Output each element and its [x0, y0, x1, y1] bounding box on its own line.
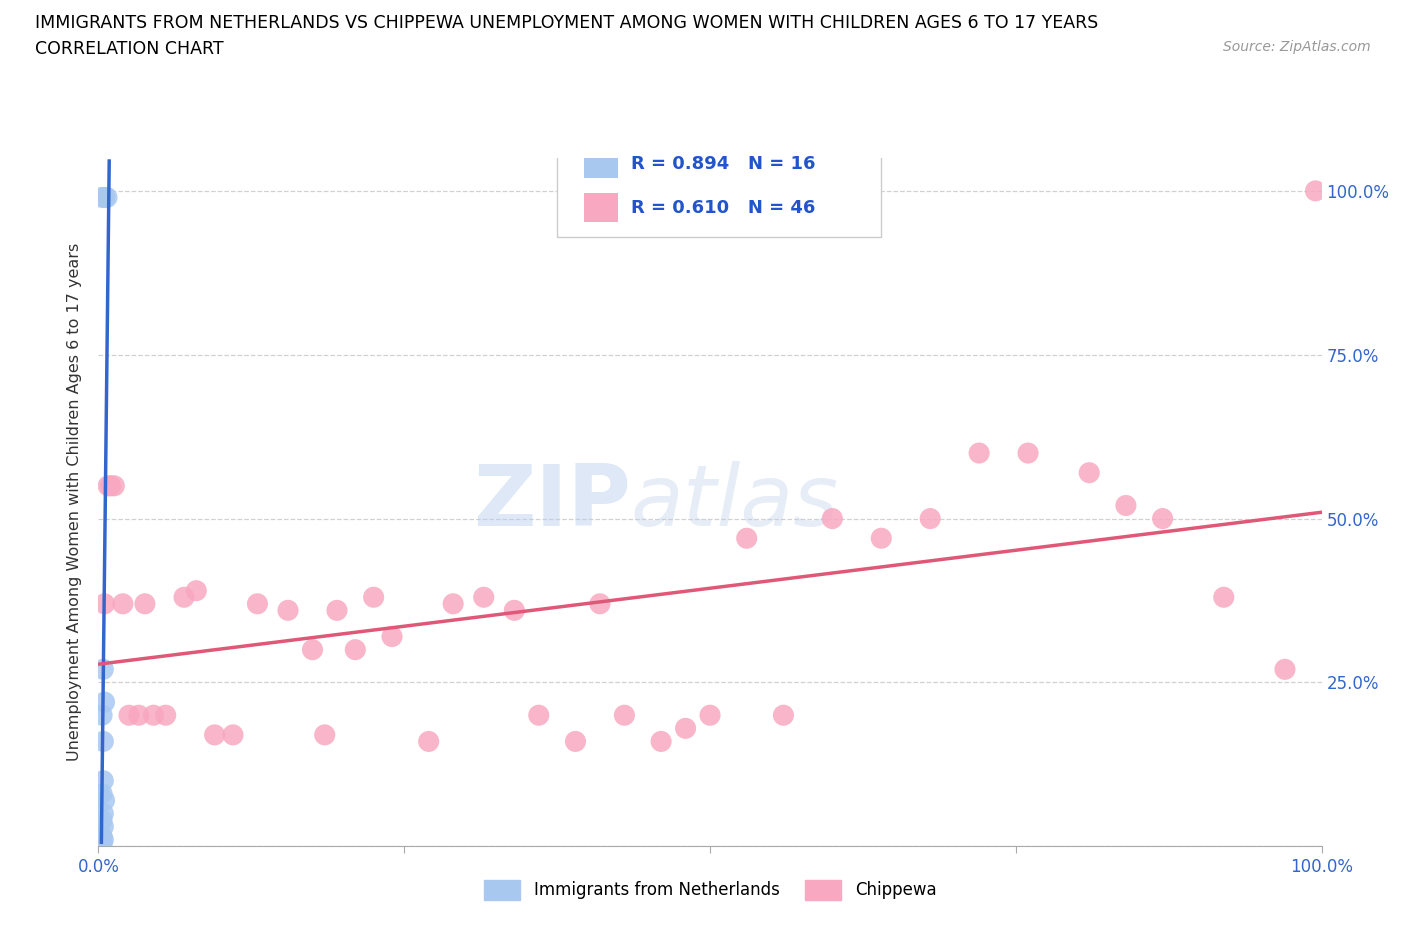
Point	[91, 774, 114, 789]
Point	[246, 596, 269, 611]
Point	[363, 590, 385, 604]
Point	[314, 727, 336, 742]
Point	[277, 603, 299, 618]
Point	[222, 727, 245, 742]
Point	[527, 708, 550, 723]
Point	[870, 531, 893, 546]
Point	[103, 478, 125, 493]
Point	[91, 829, 114, 844]
Point	[173, 590, 195, 604]
Point	[772, 708, 794, 723]
Point	[142, 708, 165, 723]
Point	[967, 445, 990, 460]
Point	[93, 596, 115, 611]
Point	[128, 708, 150, 723]
Point	[100, 478, 122, 493]
Point	[1078, 465, 1101, 480]
Text: Source: ZipAtlas.com: Source: ZipAtlas.com	[1223, 40, 1371, 54]
Point	[344, 643, 367, 658]
Bar	[583, 149, 619, 178]
Point	[418, 734, 440, 749]
Point	[650, 734, 672, 749]
Point	[472, 590, 495, 604]
Point	[441, 596, 464, 611]
Point	[1305, 183, 1327, 198]
Point	[613, 708, 636, 723]
Text: R = 0.894   N = 16: R = 0.894 N = 16	[630, 154, 815, 173]
Point	[1274, 662, 1296, 677]
Point	[96, 190, 118, 205]
Point	[91, 662, 114, 677]
Point	[1115, 498, 1137, 513]
Point	[97, 478, 120, 493]
Text: IMMIGRANTS FROM NETHERLANDS VS CHIPPEWA UNEMPLOYMENT AMONG WOMEN WITH CHILDREN A: IMMIGRANTS FROM NETHERLANDS VS CHIPPEWA …	[35, 14, 1098, 32]
Point	[91, 708, 114, 723]
Point	[920, 512, 942, 526]
Point	[589, 596, 612, 611]
Point	[381, 629, 404, 644]
Legend: Immigrants from Netherlands, Chippewa: Immigrants from Netherlands, Chippewa	[477, 873, 943, 907]
Point	[91, 806, 114, 821]
Point	[93, 793, 115, 808]
FancyBboxPatch shape	[557, 134, 882, 237]
Point	[821, 512, 844, 526]
Point	[91, 835, 114, 850]
Point	[111, 596, 134, 611]
Y-axis label: Unemployment Among Women with Children Ages 6 to 17 years: Unemployment Among Women with Children A…	[67, 243, 83, 762]
Point	[204, 727, 226, 742]
Point	[91, 734, 114, 749]
Point	[93, 695, 115, 710]
Point	[564, 734, 586, 749]
Point	[155, 708, 177, 723]
Bar	[583, 193, 619, 222]
Point	[1017, 445, 1039, 460]
Point	[1212, 590, 1234, 604]
Text: atlas: atlas	[630, 460, 838, 544]
Point	[1152, 512, 1174, 526]
Point	[503, 603, 526, 618]
Point	[93, 190, 115, 205]
Point	[134, 596, 156, 611]
Point	[735, 531, 758, 546]
Text: CORRELATION CHART: CORRELATION CHART	[35, 40, 224, 58]
Point	[91, 832, 114, 847]
Point	[326, 603, 349, 618]
Text: ZIP: ZIP	[472, 460, 630, 544]
Text: R = 0.610   N = 46: R = 0.610 N = 46	[630, 199, 815, 217]
Point	[675, 721, 697, 736]
Point	[186, 583, 208, 598]
Point	[91, 813, 114, 828]
Point	[91, 819, 114, 834]
Point	[699, 708, 721, 723]
Point	[91, 190, 114, 205]
Point	[91, 787, 114, 802]
Point	[118, 708, 141, 723]
Point	[301, 643, 323, 658]
